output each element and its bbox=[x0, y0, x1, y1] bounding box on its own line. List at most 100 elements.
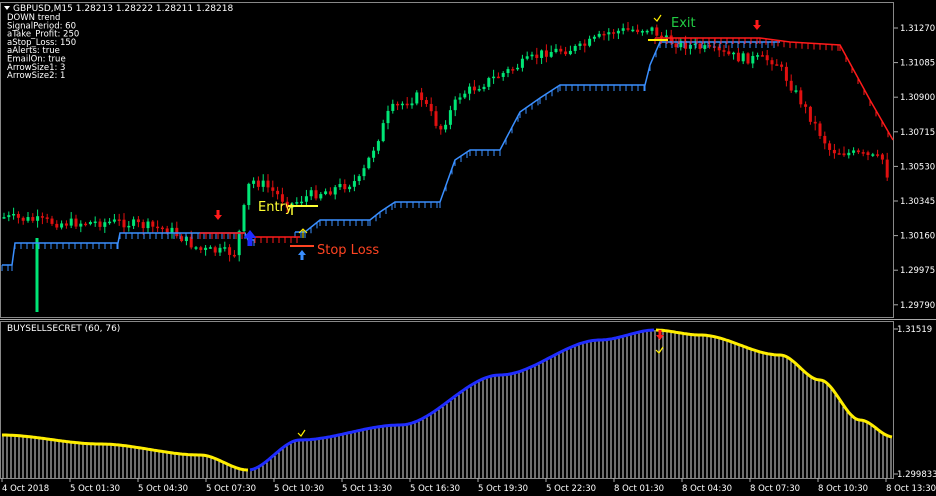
candle-body bbox=[818, 123, 822, 136]
price-tick-label: 1.31270 bbox=[900, 24, 935, 34]
candle-body bbox=[333, 187, 337, 195]
candle-body bbox=[165, 228, 169, 234]
candle-body bbox=[362, 168, 366, 177]
candle-body bbox=[876, 154, 880, 156]
candle-body bbox=[664, 35, 668, 38]
candle-body bbox=[410, 103, 414, 106]
signal-marks bbox=[214, 14, 761, 437]
candle-body bbox=[189, 236, 193, 248]
candle-body bbox=[93, 221, 97, 224]
sell-arrow-icon bbox=[656, 330, 664, 340]
time-tick-label: 5 Oct 04:30 bbox=[138, 484, 188, 494]
candle-body bbox=[511, 69, 515, 71]
price-tick-label: 1.30715 bbox=[900, 128, 935, 138]
candle-body bbox=[463, 93, 467, 98]
candle-body bbox=[208, 247, 212, 249]
info-line: aStop_Loss: 150 bbox=[7, 38, 76, 48]
info-line: DOWN trend bbox=[7, 13, 60, 23]
candle-body bbox=[573, 46, 577, 51]
candle-body bbox=[424, 100, 428, 104]
axes: 1.31270 1.31085 1.30900 1.30715 1.30530 1.303… bbox=[1, 24, 936, 494]
candle-body bbox=[367, 157, 371, 169]
price-tick-label: 1.29790 bbox=[900, 301, 935, 311]
candle-body bbox=[751, 55, 755, 64]
time-tick-label: 5 Oct 10:30 bbox=[274, 484, 324, 494]
candle-body bbox=[247, 183, 251, 206]
time-tick-label: 8 Oct 13:30 bbox=[886, 484, 936, 494]
candle-body bbox=[112, 219, 116, 222]
candle-body bbox=[280, 194, 284, 202]
candle-body bbox=[693, 43, 697, 46]
candle-body bbox=[151, 221, 155, 227]
candle-body bbox=[775, 64, 779, 66]
price-tick-label: 1.29975 bbox=[900, 266, 935, 276]
candle-body bbox=[376, 141, 380, 151]
candle-body bbox=[540, 50, 544, 58]
chart-header: GBPUSD,M15 1.28213 1.28222 1.28211 1.282… bbox=[13, 4, 233, 14]
candle-body bbox=[698, 43, 702, 49]
candle-body bbox=[780, 64, 784, 67]
candle-body bbox=[650, 27, 654, 31]
time-tick-label: 5 Oct 13:30 bbox=[342, 484, 392, 494]
time-tick-label: 5 Oct 16:30 bbox=[410, 484, 460, 494]
candle-body bbox=[434, 111, 438, 126]
candle-body bbox=[640, 31, 644, 33]
candle-body bbox=[127, 225, 131, 228]
candle-body bbox=[21, 217, 25, 221]
candle-body bbox=[396, 103, 400, 106]
candle-body bbox=[429, 103, 433, 112]
time-tick-label: 8 Oct 10:30 bbox=[818, 484, 868, 494]
candle-body bbox=[880, 154, 884, 160]
candle-body bbox=[295, 202, 299, 204]
info-line: aAlerts: true bbox=[7, 46, 60, 56]
candle-body bbox=[319, 194, 323, 199]
candle-body bbox=[122, 219, 126, 228]
candle-body bbox=[180, 236, 184, 242]
candle-body bbox=[300, 201, 304, 204]
support-line bbox=[295, 41, 780, 233]
symbol-menu-icon[interactable] bbox=[4, 6, 10, 10]
candle-body bbox=[132, 219, 136, 226]
candle-body bbox=[12, 213, 16, 216]
candle-body bbox=[108, 221, 112, 224]
candle-body bbox=[535, 54, 539, 58]
candle-body bbox=[276, 190, 280, 195]
candle-body bbox=[592, 36, 596, 39]
price-tick-label: 1.30900 bbox=[900, 93, 935, 103]
time-tick-label: 5 Oct 22:30 bbox=[546, 484, 596, 494]
candle-body bbox=[501, 73, 505, 77]
candle-body bbox=[789, 80, 793, 91]
candle-body bbox=[160, 227, 164, 230]
support-line bbox=[2, 232, 255, 266]
candle-body bbox=[175, 227, 179, 237]
candle-body bbox=[520, 58, 524, 68]
candle-body bbox=[861, 152, 865, 154]
candle-body bbox=[232, 254, 236, 257]
price-tick-label: 1.30530 bbox=[900, 162, 935, 172]
up-arrow-icon bbox=[298, 228, 308, 238]
candle-body bbox=[328, 191, 332, 195]
candle-body bbox=[866, 152, 870, 155]
candle-body bbox=[722, 50, 726, 52]
candle-body bbox=[79, 223, 83, 227]
check-icon bbox=[297, 429, 306, 437]
entry-label: Entry bbox=[258, 200, 293, 215]
check-icon bbox=[653, 14, 662, 22]
candle-body bbox=[760, 55, 764, 57]
candle-body bbox=[856, 150, 860, 153]
candle-body bbox=[136, 219, 140, 223]
candle-body bbox=[69, 218, 73, 226]
time-tick-label: 8 Oct 01:30 bbox=[614, 484, 664, 494]
candle-body bbox=[420, 92, 424, 101]
time-tick-label: 5 Oct 01:30 bbox=[70, 484, 120, 494]
candle-body bbox=[583, 43, 587, 46]
candle-body bbox=[348, 186, 352, 190]
candle-body bbox=[453, 99, 457, 111]
candle-body bbox=[242, 205, 246, 232]
candle-body bbox=[74, 218, 78, 227]
sub-tick-label: 1.299833 bbox=[897, 470, 936, 480]
candle-body bbox=[645, 30, 649, 33]
candle-body bbox=[602, 33, 606, 36]
